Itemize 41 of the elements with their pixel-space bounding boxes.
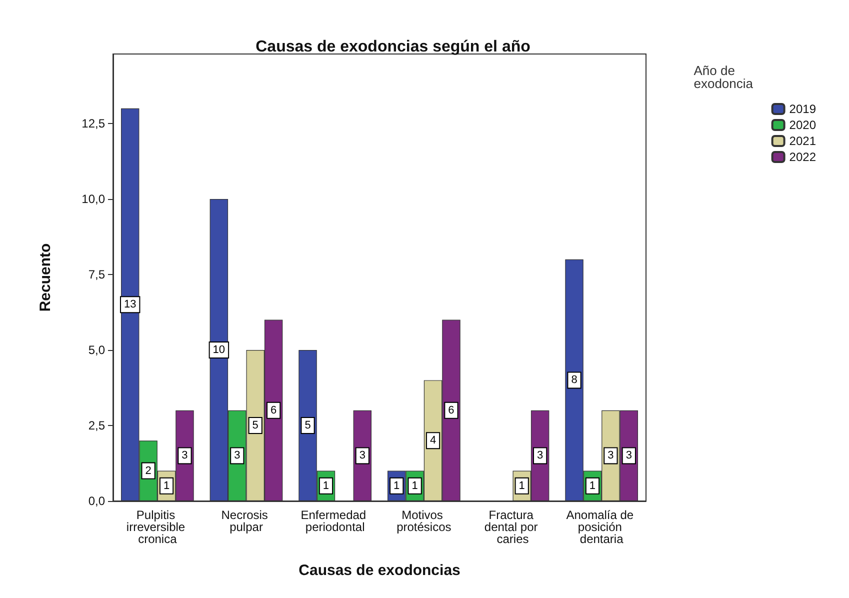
x-tick-label: Pulpitis irreversible cronica: [126, 508, 188, 546]
chart-title: Causas de exodoncias según el año: [256, 38, 531, 56]
legend-label: 2022: [789, 150, 816, 164]
data-label: 1: [322, 480, 330, 492]
data-label: 2: [145, 464, 152, 477]
data-label: 1: [518, 480, 525, 492]
data-label: 5: [304, 419, 311, 432]
data-label: 3: [608, 450, 614, 462]
y-tick-label: 10,0: [82, 192, 106, 206]
data-label: 8: [571, 374, 578, 386]
data-label: 6: [448, 404, 454, 416]
x-tick-label: Enfermedad periodontal: [300, 508, 370, 534]
x-tick-label: Anomalía de posición dentaria: [566, 508, 637, 546]
data-label: 3: [359, 450, 366, 462]
y-tick-label: 5,0: [88, 342, 106, 357]
data-label: 13: [124, 298, 136, 311]
data-label: 6: [270, 404, 277, 416]
x-tick-label: Fractura dental por caries: [484, 508, 542, 546]
data-label: 1: [163, 480, 170, 492]
x-tick-label: Necrosis pulpar: [221, 508, 272, 534]
legend-label: 2020: [789, 118, 816, 132]
data-label: 3: [537, 450, 544, 462]
data-label: 5: [252, 419, 258, 432]
data-label: 1: [589, 480, 596, 492]
y-tick-label: 0,0: [88, 494, 106, 508]
y-tick-label: 12,5: [82, 116, 106, 130]
data-label: 3: [234, 450, 240, 462]
data-label: 3: [626, 450, 632, 462]
y-tick-label: 7,5: [88, 267, 106, 282]
y-axis-title: Recuento: [37, 243, 54, 312]
legend-label: 2019: [789, 102, 816, 116]
data-label: 10: [212, 344, 226, 356]
y-tick-label: 2,5: [88, 418, 106, 432]
legend-title: Año de exodoncia: [694, 63, 754, 91]
x-tick-label: Motivos protésicos: [396, 508, 452, 534]
data-label: 1: [412, 480, 418, 492]
data-label: 4: [430, 434, 436, 447]
legend-label: 2021: [789, 134, 816, 148]
data-label: 3: [182, 450, 188, 462]
x-axis-title: Causas de exodoncias: [298, 562, 460, 579]
data-label: 1: [394, 480, 400, 492]
